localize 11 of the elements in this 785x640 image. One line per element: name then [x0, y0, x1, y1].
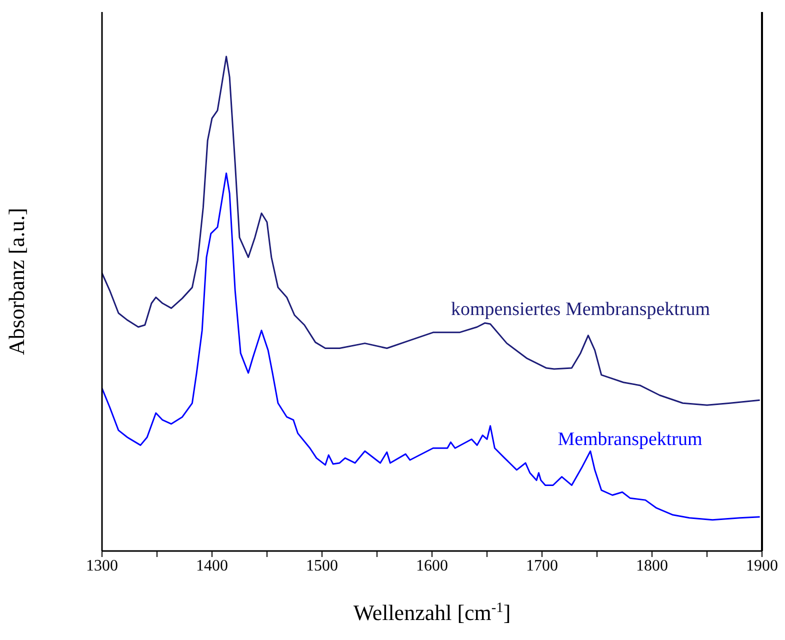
x-tick-label: 1700 [526, 557, 558, 574]
series-label: kompensiertes Membranspektrum [450, 298, 710, 320]
x-tick-label: 1300 [86, 557, 118, 574]
series-label: Membranspektrum [558, 428, 703, 450]
x-tick-label: 1900 [746, 557, 778, 574]
x-tick-label: 1500 [306, 557, 338, 574]
x-tick-label: 1400 [196, 557, 228, 574]
x-axis-title: Wellenzahl [cm$^{-1}$] [353, 600, 511, 625]
x-tick-label: 1600 [416, 557, 448, 574]
y-axis-title: Absorbanz [a.u.] [4, 208, 29, 356]
x-tick-label: 1800 [636, 557, 668, 574]
